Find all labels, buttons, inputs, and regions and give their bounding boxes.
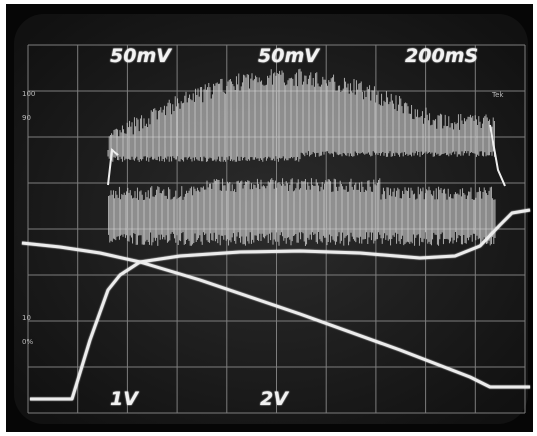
graticule-label: 90 bbox=[22, 114, 31, 122]
graticule-label: 0% bbox=[22, 338, 33, 346]
readout: 200mS bbox=[405, 45, 478, 67]
graticule-label: 10 bbox=[22, 314, 31, 322]
graticule-label: 100 bbox=[22, 90, 35, 98]
readout: 1V bbox=[110, 388, 139, 410]
readout: 2V bbox=[260, 388, 289, 410]
readout: 50mV bbox=[110, 45, 172, 67]
brand: Tek bbox=[491, 91, 504, 99]
readout: 50mV bbox=[258, 45, 320, 67]
page: 50mV 50mV 200mS 1V 2V Tek 100 90 10 0% (… bbox=[0, 0, 537, 436]
oscilloscope-photo: 50mV 50mV 200mS 1V 2V Tek 100 90 10 0% bbox=[0, 0, 537, 436]
